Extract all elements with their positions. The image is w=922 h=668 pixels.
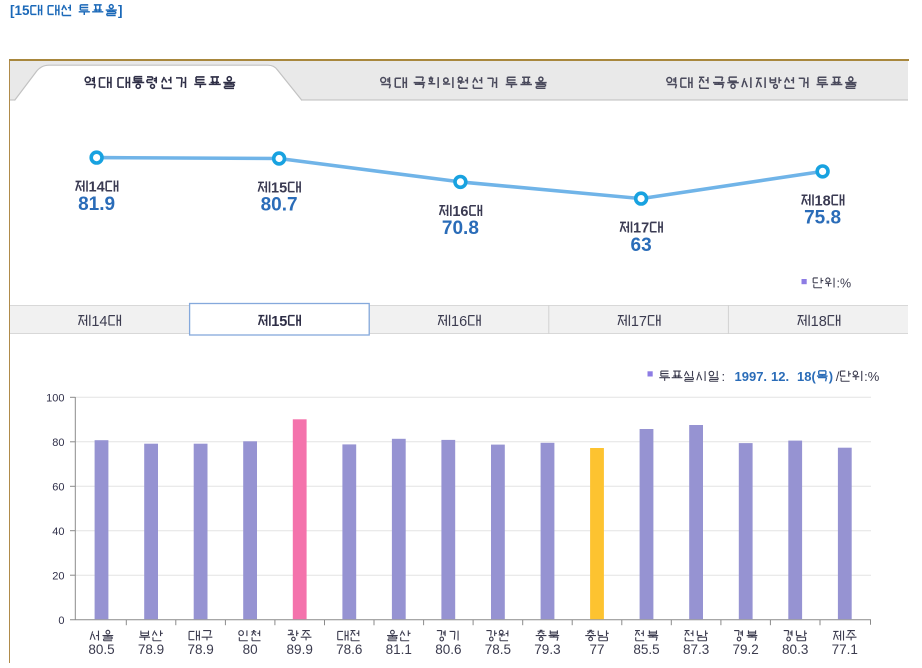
- svg-text:80: 80: [243, 642, 258, 657]
- svg-text:0: 0: [58, 615, 64, 627]
- svg-text:20: 20: [52, 571, 64, 583]
- svg-text:75.8: 75.8: [804, 208, 841, 229]
- svg-text:14: 14: [91, 314, 107, 330]
- svg-text:15: 15: [271, 181, 287, 197]
- svg-text:18: 18: [811, 314, 827, 330]
- svg-text:14: 14: [89, 180, 105, 196]
- svg-text:85.5: 85.5: [633, 642, 659, 657]
- svg-text:16: 16: [452, 204, 468, 220]
- svg-text:]: ]: [118, 3, 123, 18]
- svg-text:87.3: 87.3: [683, 642, 709, 657]
- svg-text:89.9: 89.9: [287, 642, 313, 657]
- svg-text::%: :%: [837, 277, 852, 291]
- svg-text:80.7: 80.7: [261, 195, 298, 216]
- svg-text:78.9: 78.9: [138, 642, 164, 657]
- svg-text:79.3: 79.3: [534, 642, 560, 657]
- svg-text:80.5: 80.5: [88, 642, 114, 657]
- svg-text:[15: [15: [10, 3, 30, 18]
- svg-text:77.1: 77.1: [832, 642, 858, 657]
- svg-text:60: 60: [52, 482, 64, 494]
- svg-text:40: 40: [52, 526, 64, 538]
- svg-text:79.2: 79.2: [733, 642, 759, 657]
- svg-text:18(: 18(: [797, 369, 816, 384]
- svg-text:/: /: [836, 369, 840, 384]
- svg-text:18: 18: [815, 193, 831, 209]
- svg-text:78.5: 78.5: [485, 642, 511, 657]
- svg-text:1997.: 1997.: [735, 369, 768, 384]
- svg-text:12.: 12.: [771, 369, 789, 384]
- svg-text::: :: [722, 369, 726, 384]
- svg-text:15: 15: [271, 314, 287, 330]
- svg-text:63: 63: [631, 235, 652, 256]
- svg-text:81.9: 81.9: [78, 194, 115, 215]
- svg-text:17: 17: [631, 314, 647, 330]
- svg-text:16: 16: [451, 314, 467, 330]
- svg-text:100: 100: [46, 393, 64, 405]
- svg-text:70.8: 70.8: [442, 218, 479, 239]
- svg-text:81.1: 81.1: [386, 642, 412, 657]
- svg-text::%: :%: [864, 369, 880, 384]
- svg-text:77: 77: [589, 642, 604, 657]
- svg-text:78.9: 78.9: [187, 642, 213, 657]
- svg-text:78.6: 78.6: [336, 642, 362, 657]
- svg-text:80: 80: [52, 437, 64, 449]
- svg-text:): ): [829, 369, 833, 384]
- svg-text:80.6: 80.6: [435, 642, 461, 657]
- svg-text:17: 17: [633, 221, 649, 237]
- svg-text:80.3: 80.3: [782, 642, 808, 657]
